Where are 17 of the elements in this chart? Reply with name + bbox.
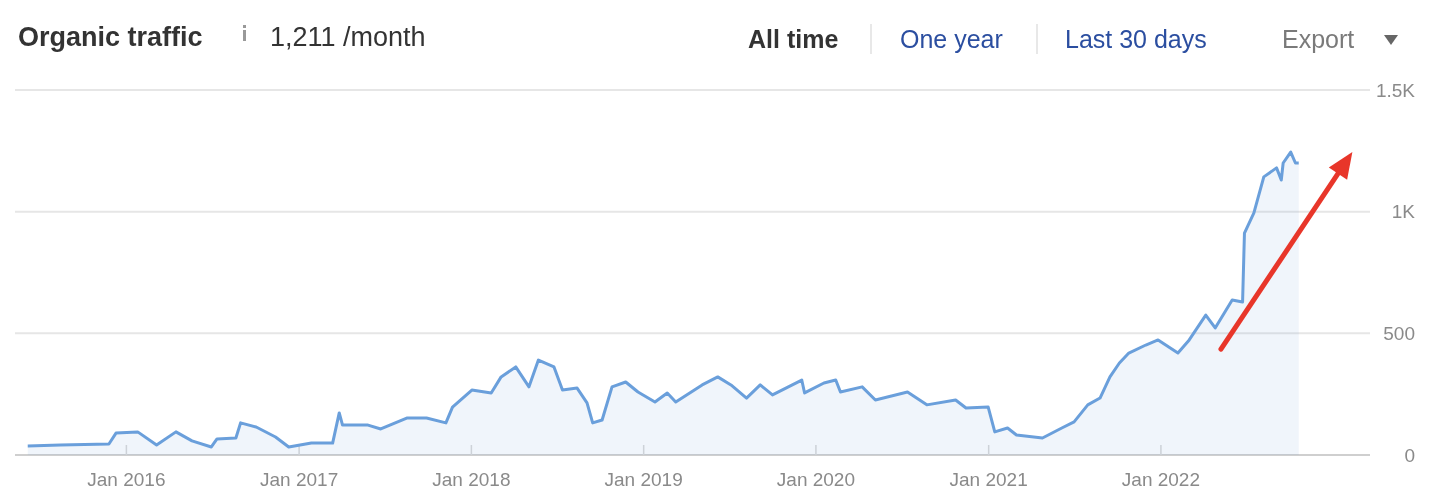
x-tick-label: Jan 2017 (260, 469, 339, 490)
x-tick-label: Jan 2022 (1121, 469, 1201, 490)
text: Last 30 days (1065, 25, 1207, 53)
text: All time (748, 25, 839, 53)
chart-subtitle: 1,211 /month (270, 22, 426, 52)
text: Export (1282, 25, 1355, 53)
text: One year (900, 25, 1003, 53)
x-tick-label: Jan 2019 (604, 469, 683, 490)
y-tick-label: 500 (1383, 322, 1415, 344)
x-tick-label: Jan 2016 (87, 469, 166, 490)
y-tick-label: 1.5K (1375, 79, 1416, 101)
x-tick-label: Jan 2020 (776, 469, 856, 490)
y-tick-label: 1K (1391, 201, 1416, 223)
x-tick-label: Jan 2018 (432, 469, 511, 490)
x-tick-label: Jan 2021 (949, 469, 1028, 490)
chart-title: Organic traffic (18, 22, 203, 52)
y-tick-label: 0 (1404, 444, 1415, 466)
